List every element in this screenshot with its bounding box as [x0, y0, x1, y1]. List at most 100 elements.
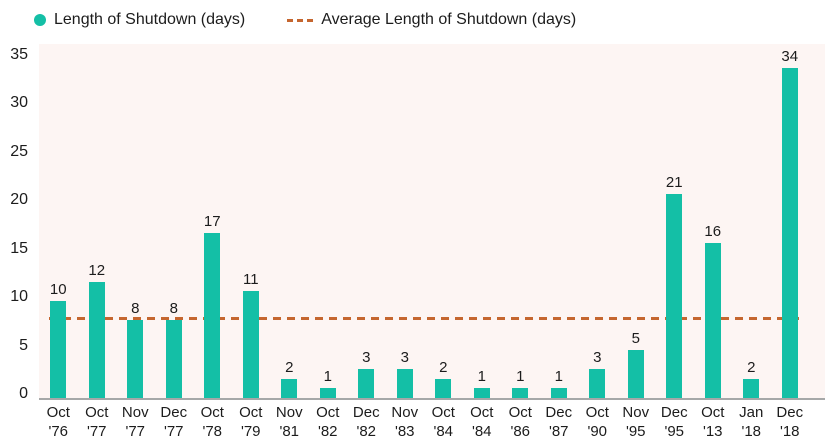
bar-value-label: 2: [747, 358, 756, 376]
bar-value-label: 34: [781, 48, 799, 66]
x-tick-month: Oct: [200, 404, 224, 421]
bar: [50, 301, 67, 398]
chart-legend: Length of Shutdown (days) Average Length…: [34, 7, 576, 33]
bar-group: 2: [270, 44, 309, 398]
x-tick-month: Dec: [660, 404, 688, 421]
x-tick-month: Nov: [121, 404, 149, 421]
x-tick-label: Dec '18: [771, 403, 810, 441]
bar-group: 17: [193, 44, 232, 398]
x-tick-month: Oct: [585, 404, 609, 421]
x-tick-month: Oct: [470, 404, 494, 421]
bar-group: 5: [617, 44, 656, 398]
bar-group: 12: [78, 44, 117, 398]
bar-group: 3: [386, 44, 425, 398]
bar-value-label: 1: [477, 368, 486, 386]
bar-value-label: 2: [439, 358, 448, 376]
bar-group: 1: [309, 44, 348, 398]
x-tick-label: Oct '90: [578, 403, 617, 441]
bar: [88, 281, 105, 398]
bar-group: 16: [694, 44, 733, 398]
x-tick-year: '79: [240, 423, 261, 440]
x-tick-month: Dec: [352, 404, 380, 421]
x-tick-year: '76: [48, 423, 69, 440]
x-tick-year: '84: [433, 423, 454, 440]
bar: [743, 378, 760, 398]
x-tick-label: Dec '77: [155, 403, 194, 441]
bar-value-label: 3: [362, 348, 371, 366]
x-tick-label: Oct '86: [501, 403, 540, 441]
x-tick-year: '18: [779, 423, 800, 440]
x-tick-year: '86: [510, 423, 531, 440]
bar-group: 2: [732, 44, 771, 398]
bar-value-label: 16: [704, 222, 722, 240]
bar: [627, 349, 644, 398]
bar-group: 1: [463, 44, 502, 398]
bar-value-label: 2: [285, 358, 294, 376]
x-tick-label: Dec '82: [347, 403, 386, 441]
x-axis: Oct '76 Oct '77 Nov '77 Dec '77 Oct '78 Oct '79 Nov '…: [39, 403, 809, 441]
x-tick-year: '82: [356, 423, 377, 440]
bar-value-label: 11: [242, 271, 259, 289]
bar: [281, 378, 298, 398]
x-tick-year: '83: [394, 423, 415, 440]
bar-group: 8: [116, 44, 155, 398]
x-tick-year: '87: [548, 423, 569, 440]
x-tick-month: Oct: [46, 404, 70, 421]
legend-label-shutdown-length: Length of Shutdown (days): [54, 11, 246, 28]
series-dot-icon: [34, 14, 46, 26]
bar-group: 3: [578, 44, 617, 398]
bar-value-label: 8: [169, 300, 178, 318]
bar-value-label: 1: [323, 368, 332, 386]
x-tick-month: Oct: [701, 404, 725, 421]
y-tick-label: 20: [10, 191, 28, 208]
x-tick-label: Oct '13: [694, 403, 733, 441]
y-axis: 0 5 10 15 20 25 30 35: [0, 44, 28, 403]
x-tick-month: Nov: [275, 404, 303, 421]
bar: [781, 68, 798, 398]
bar: [704, 242, 721, 398]
x-tick-year: '13: [702, 423, 723, 440]
y-tick-label: 25: [10, 142, 28, 160]
bar-group: 3: [347, 44, 386, 398]
bar: [165, 320, 182, 398]
bar-group: 10: [39, 44, 78, 398]
x-tick-year: '90: [587, 423, 608, 440]
plot-area: 10 12 8 8 17 11 2 1 3 3 2 1 1 1 3 5 21 16 2 34: [39, 44, 825, 400]
x-tick-year: '77: [163, 423, 184, 440]
x-tick-month: Oct: [431, 404, 455, 421]
bar: [589, 368, 606, 398]
x-tick-label: Dec '95: [655, 403, 694, 441]
x-tick-month: Dec: [776, 404, 804, 421]
x-tick-label: Jan '18: [732, 403, 771, 441]
bar: [242, 291, 259, 398]
x-tick-month: Oct: [508, 404, 532, 421]
bar-value-label: 12: [88, 261, 106, 279]
x-tick-year: '84: [471, 423, 492, 440]
bar-value-label: 3: [593, 348, 602, 366]
x-tick-label: Nov '77: [116, 403, 155, 441]
bar-group: 1: [540, 44, 579, 398]
x-tick-label: Dec '87: [540, 403, 579, 441]
x-tick-label: Oct '77: [78, 403, 117, 441]
bar: [396, 368, 413, 398]
legend-item-average: Average Length of Shutdown (days): [287, 11, 576, 29]
x-tick-month: Nov: [622, 404, 650, 421]
legend-label-average: Average Length of Shutdown (days): [321, 11, 577, 28]
bar-group: 1: [501, 44, 540, 398]
bar-group: 2: [424, 44, 463, 398]
x-tick-month: Oct: [316, 404, 340, 421]
x-tick-year: '95: [664, 423, 685, 440]
bar: [319, 388, 336, 398]
x-tick-year: '81: [279, 423, 300, 440]
x-tick-label: Nov '95: [617, 403, 656, 441]
x-tick-year: '95: [625, 423, 646, 440]
x-tick-month: Oct: [239, 404, 263, 421]
x-tick-month: Dec: [545, 404, 573, 421]
dashed-line-icon: [287, 18, 314, 22]
y-tick-label: 5: [19, 336, 28, 354]
bar-value-label: 3: [400, 348, 409, 366]
x-tick-year: '18: [741, 423, 762, 440]
x-tick-label: Nov '83: [386, 403, 425, 441]
bar: [666, 194, 683, 398]
